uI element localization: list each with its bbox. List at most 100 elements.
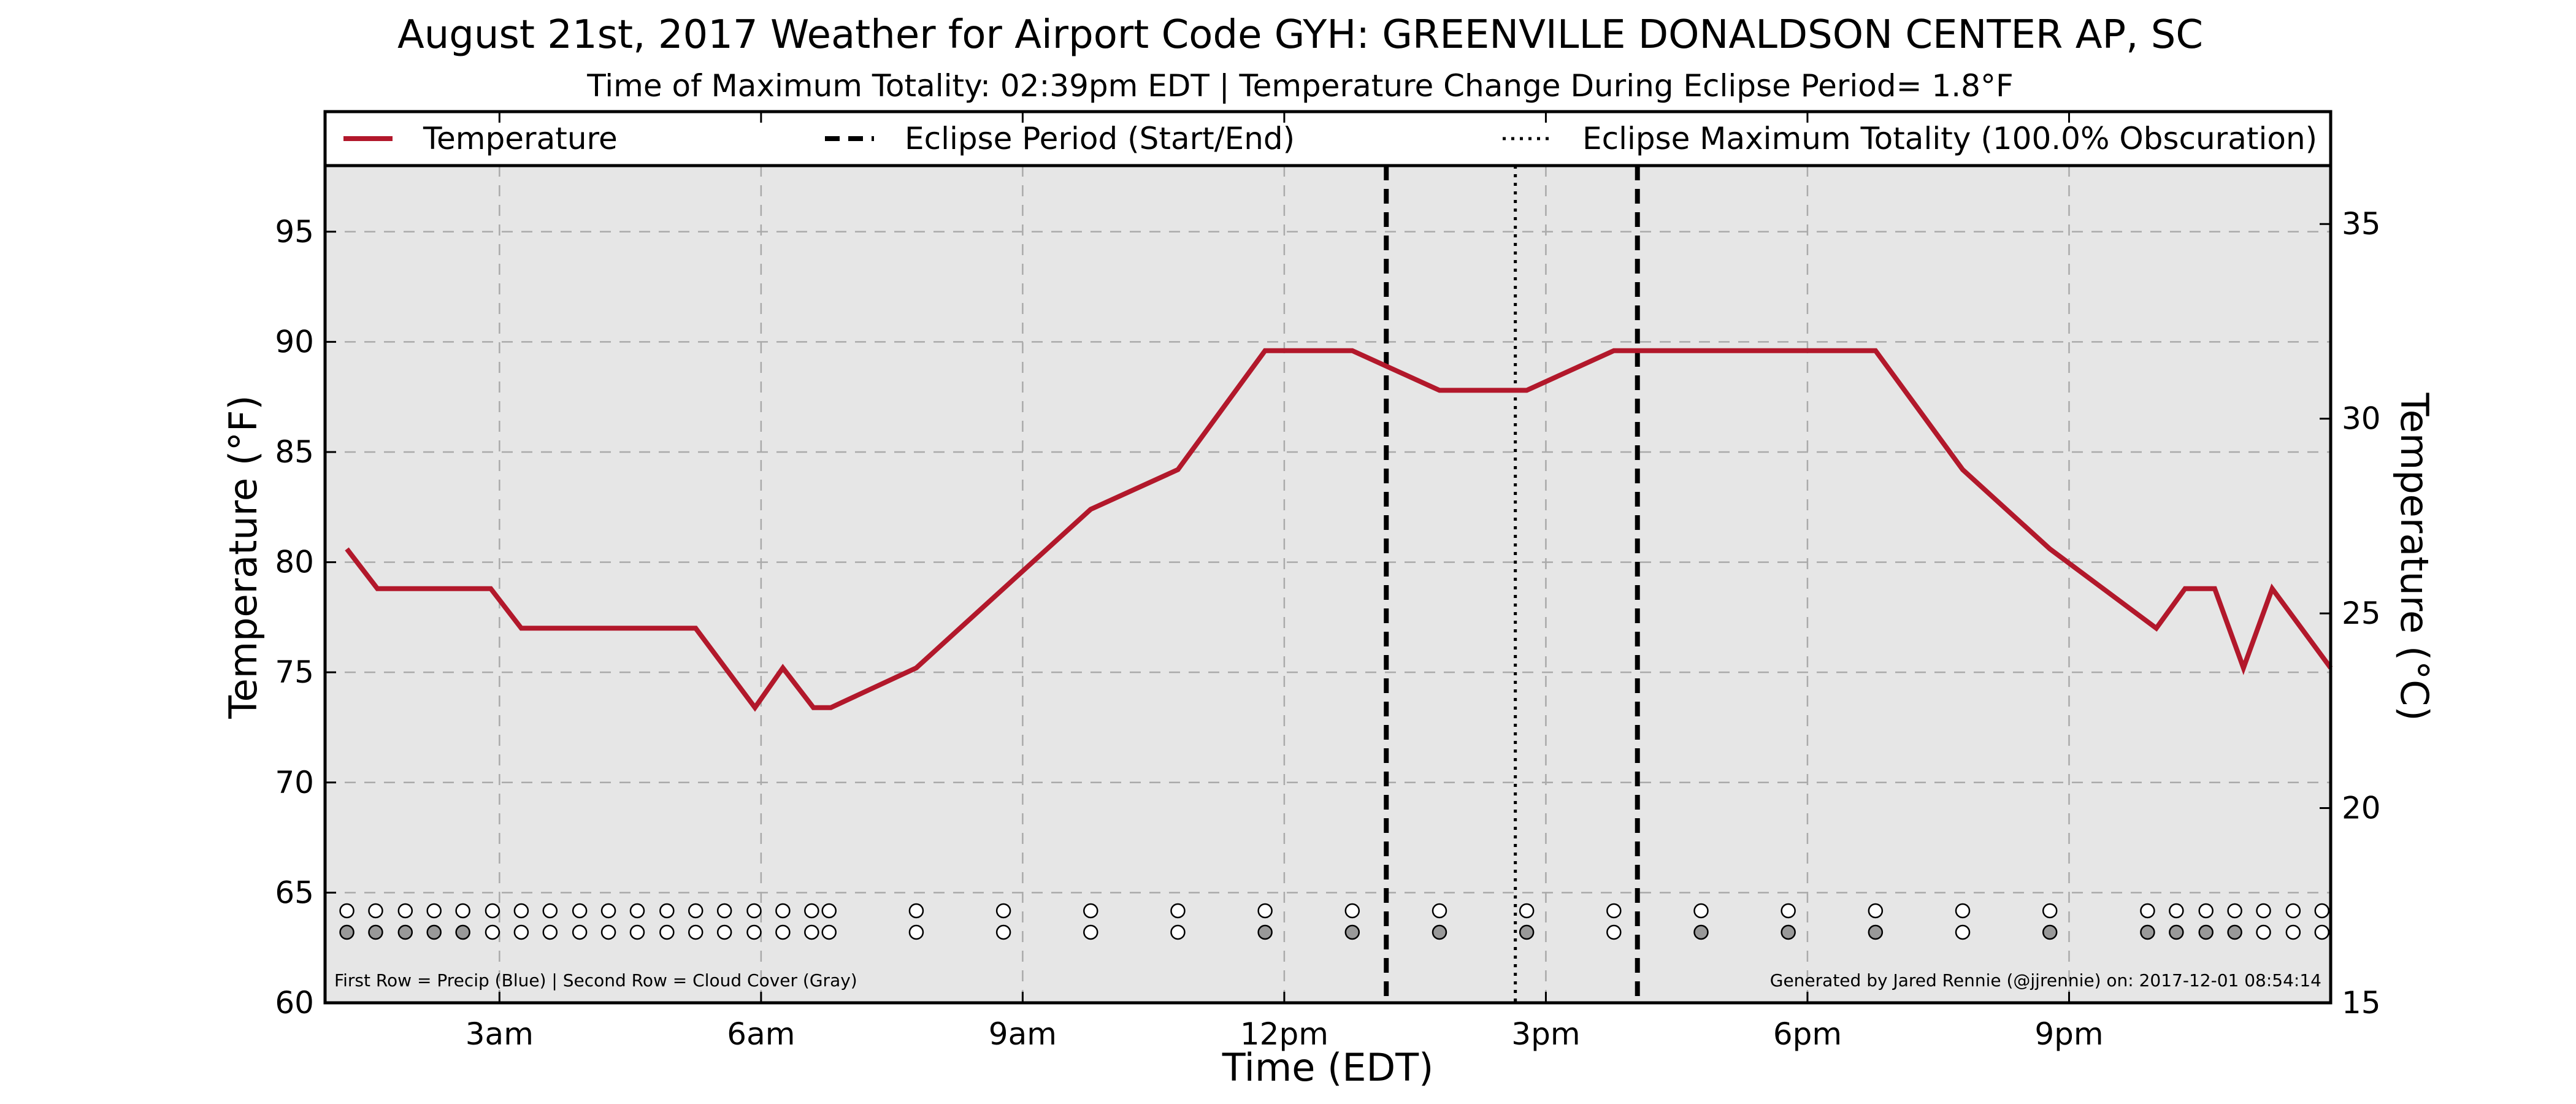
plot-area (325, 166, 2331, 1003)
cloud-cover-marker (2314, 924, 2330, 940)
cloud-cover-marker (572, 924, 588, 940)
cloud-cover-marker (2198, 924, 2214, 940)
cloud-cover-marker (995, 924, 1011, 940)
plot-frame (323, 110, 2333, 1005)
cloud-cover-marker (426, 924, 442, 940)
x-tick-label: 9am (989, 1016, 1057, 1052)
cloud-cover-marker (1606, 924, 1622, 940)
chart-title: August 21st, 2017 Weather for Airport Co… (397, 12, 2203, 58)
y-tick-label: 65 (275, 875, 314, 910)
precip-marker (368, 903, 383, 919)
cloud-cover-marker (513, 924, 529, 940)
precip-marker (455, 903, 470, 919)
cloud-cover-marker (2042, 924, 2058, 940)
precip-marker (2256, 903, 2271, 919)
x-tick-label: 6pm (1773, 1016, 1842, 1052)
y-tick-label: 60 (275, 985, 314, 1021)
cloud-cover-marker (368, 924, 383, 940)
precip-marker (1257, 903, 1273, 919)
cloud-cover-marker (1781, 924, 1796, 940)
precip-marker (995, 903, 1011, 919)
precip-marker (821, 903, 837, 919)
cloud-cover-marker (775, 924, 791, 940)
precip-marker (716, 903, 732, 919)
cloud-cover-marker (659, 924, 675, 940)
y-right-tick-label: 25 (2342, 596, 2381, 631)
precip-marker (1693, 903, 1709, 919)
cloud-cover-marker (1170, 924, 1186, 940)
precip-marker (688, 903, 703, 919)
grid-lines (325, 166, 2331, 1004)
series-lines (345, 348, 2333, 712)
legend-label: Eclipse Period (Start/End) (905, 121, 1295, 156)
precip-marker (600, 903, 616, 919)
cloud-cover-marker (746, 924, 762, 940)
observation-markers (339, 903, 2330, 940)
cloud-cover-marker (339, 924, 355, 940)
y-tick-label: 95 (275, 214, 314, 250)
precip-marker (2285, 903, 2301, 919)
legend-label: Eclipse Maximum Totality (100.0% Obscura… (1582, 121, 2317, 156)
footnotes: First Row = Precip (Blue) | Second Row =… (334, 970, 2321, 991)
precip-marker (2227, 903, 2242, 919)
legend: Temperature Eclipse Period (Start/End) Ecl… (323, 110, 2333, 167)
cloud-cover-marker (397, 924, 413, 940)
cloud-cover-marker (1955, 924, 1971, 940)
y-right-tick-label: 30 (2342, 401, 2381, 437)
precip-marker (1083, 903, 1098, 919)
cloud-cover-marker (485, 924, 500, 940)
cloud-cover-marker (455, 924, 470, 940)
x-tick-label: 3pm (1511, 1016, 1580, 1052)
precip-marker (1344, 903, 1360, 919)
precip-marker (1519, 903, 1535, 919)
y-axis-label: Temperature (°F) (221, 395, 266, 719)
cloud-cover-marker (821, 924, 837, 940)
cloud-cover-marker (1257, 924, 1273, 940)
precip-marker (2198, 903, 2214, 919)
precip-marker (659, 903, 675, 919)
cloud-cover-marker (2227, 924, 2242, 940)
cloud-cover-marker (2140, 924, 2155, 940)
y-tick-label: 70 (275, 765, 314, 800)
precip-marker (397, 903, 413, 919)
precip-marker (485, 903, 500, 919)
precip-marker (775, 903, 791, 919)
temperature-line (345, 348, 2333, 712)
y-right-tick-label: 35 (2342, 206, 2381, 242)
precip-marker (2314, 903, 2330, 919)
cloud-cover-marker (716, 924, 732, 940)
y-tick-label: 75 (275, 654, 314, 690)
cloud-cover-marker (542, 924, 558, 940)
cloud-cover-marker (1519, 924, 1535, 940)
chart-subtitle: Time of Maximum Totality: 02:39pm EDT | … (586, 68, 2013, 104)
precip-marker (1868, 903, 1884, 919)
y-right-tick-label: 20 (2342, 791, 2381, 826)
precip-marker (513, 903, 529, 919)
y-tick-label: 85 (275, 434, 314, 470)
precip-marker (1781, 903, 1796, 919)
precip-marker (542, 903, 558, 919)
precip-marker (1432, 903, 1447, 919)
precip-marker (2042, 903, 2058, 919)
y-axis-label-right: Temperature (°C) (2392, 392, 2437, 721)
cloud-cover-marker (1083, 924, 1098, 940)
cloud-cover-marker (1344, 924, 1360, 940)
y-tick-label: 80 (275, 545, 314, 580)
x-tick-label: 3am (466, 1016, 534, 1052)
x-axis: 3am 6am 9am 12pm 3pm 6pm 9pm (466, 112, 2104, 1052)
cloud-cover-marker (1868, 924, 1884, 940)
x-tick-label: 9pm (2034, 1016, 2103, 1052)
cloud-cover-marker (908, 924, 924, 940)
precip-marker (2140, 903, 2155, 919)
cloud-cover-marker (2285, 924, 2301, 940)
precip-marker (2169, 903, 2184, 919)
x-axis-label: Time (EDT) (1222, 1045, 1434, 1090)
precip-marker (804, 903, 819, 919)
precip-marker (746, 903, 762, 919)
y-axis-right: 15 20 25 30 35 (2320, 206, 2381, 1021)
precip-marker (1606, 903, 1622, 919)
y-tick-label: 90 (275, 324, 314, 359)
precip-marker (629, 903, 645, 919)
precip-marker (908, 903, 924, 919)
